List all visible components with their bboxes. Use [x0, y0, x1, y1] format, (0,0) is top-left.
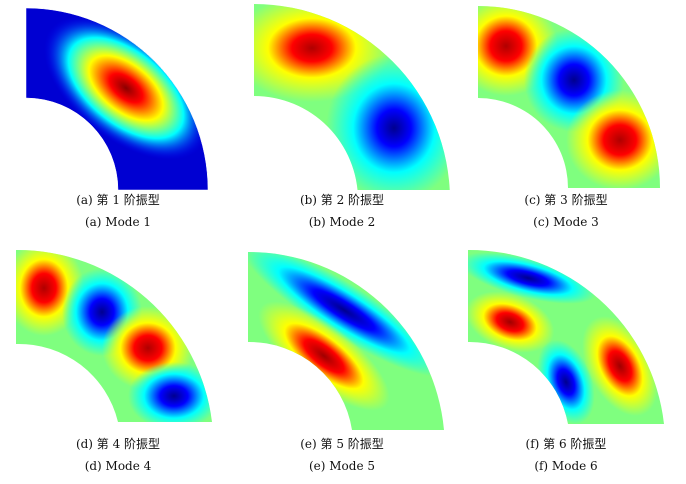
mode-3-panel: (c) 第 3 阶振型 (c) Mode 3 — [456, 0, 676, 240]
mode-4-contour-plot — [16, 249, 212, 422]
mode-2-contour-plot — [254, 4, 450, 190]
caption-cn: (c) 第 3 阶振型 — [524, 193, 608, 207]
caption-en: (f) Mode 6 — [534, 459, 598, 473]
caption-en: (c) Mode 3 — [533, 215, 599, 229]
mode-5-panel: (e) 第 5 阶振型 (e) Mode 5 — [232, 244, 452, 484]
caption-cn: (e) 第 5 阶振型 — [300, 437, 384, 451]
negative-band — [248, 251, 444, 377]
mode-1-contour-plot — [25, 7, 209, 190]
caption-cn: (f) 第 6 阶振型 — [525, 437, 607, 451]
negative-lobe — [128, 362, 212, 422]
mode-5-contour-plot — [248, 251, 444, 431]
caption-en: (d) Mode 4 — [84, 459, 152, 473]
mode-2-panel: (b) 第 2 阶振型 (b) Mode 2 — [232, 0, 452, 240]
caption-cn: (b) 第 2 阶振型 — [299, 193, 385, 207]
mode-4-panel: (d) 第 4 阶振型 (d) Mode 4 — [8, 244, 228, 484]
mode-6-panel: (f) 第 6 阶振型 (f) Mode 6 — [456, 244, 676, 484]
positive-lobe — [566, 90, 660, 188]
mode-6-contour-plot — [468, 249, 664, 424]
positive-band — [258, 301, 390, 411]
caption-cn: (a) 第 1 阶振型 — [76, 193, 160, 207]
caption-en: (a) Mode 1 — [84, 215, 152, 229]
mode-1-lobe — [43, 16, 208, 160]
negative-lobe — [468, 252, 597, 304]
positive-lobe — [468, 291, 555, 353]
caption-en: (b) Mode 2 — [308, 215, 376, 229]
caption-en: (e) Mode 5 — [308, 459, 376, 473]
mode-3-contour-plot — [478, 6, 660, 188]
mode-1-panel: (a) 第 1 阶振型 (a) Mode 1 — [8, 0, 228, 240]
caption-cn: (d) 第 4 阶振型 — [75, 437, 161, 451]
